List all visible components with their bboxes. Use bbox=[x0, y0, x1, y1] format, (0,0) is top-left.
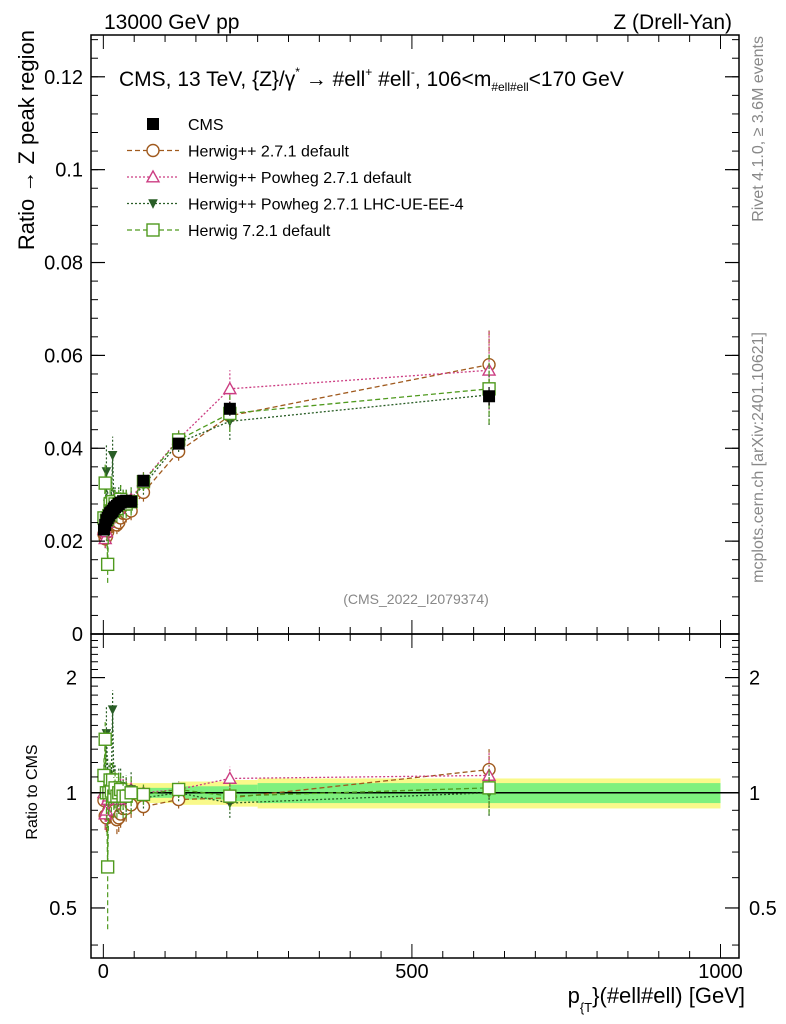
legend-item: Herwig++ Powheg 2.7.1 LHC-UE-EE-4 bbox=[127, 197, 464, 214]
data-point bbox=[172, 437, 185, 450]
y-tick-label: 0.1 bbox=[55, 160, 83, 182]
main-series-herwig-powheg-2-7-1-lhc-ue-ee-4 bbox=[99, 364, 494, 530]
ratio-y-tick-label: 2 bbox=[66, 668, 77, 690]
x-tick-label: 1000 bbox=[698, 961, 743, 983]
ratio-plot-frame bbox=[90, 633, 740, 959]
legend: CMS Herwig++ 2.7.1 default Herwig++ Powheg… bbox=[127, 117, 464, 240]
data-point bbox=[107, 705, 118, 715]
main-series-cms bbox=[97, 386, 496, 536]
y-tick-label: 0 bbox=[72, 624, 83, 646]
legend-marker bbox=[146, 143, 160, 158]
y-tick-label: 0.08 bbox=[44, 253, 83, 275]
legend-marker bbox=[146, 223, 160, 237]
series-line bbox=[103, 364, 490, 541]
data-point bbox=[107, 451, 118, 461]
data-point bbox=[98, 732, 112, 746]
legend-item: Herwig 7.2.1 default bbox=[127, 223, 331, 240]
ratio-series-herwig-7-2-1-default bbox=[97, 722, 496, 930]
data-point bbox=[100, 557, 115, 572]
x-tick-label: 500 bbox=[395, 961, 428, 983]
data-point bbox=[100, 860, 115, 874]
data-point bbox=[222, 771, 238, 784]
xlabel: p{T}(#ell#ell) [GeV] bbox=[568, 983, 745, 1015]
legend-marker bbox=[148, 199, 158, 209]
analysis-watermark: (CMS_2022_I2079374) bbox=[343, 591, 489, 607]
x-tick-label: 0 bbox=[98, 961, 109, 983]
ratio-y-tick-label-right: 2 bbox=[749, 668, 760, 690]
data-point bbox=[124, 786, 138, 800]
header-left: 13000 GeV pp bbox=[104, 11, 239, 34]
legend-item: CMS bbox=[147, 117, 224, 134]
main-series-herwig-powheg-2-7-1-default bbox=[96, 330, 497, 549]
main-ylabel: Ratio → Z peak region bbox=[14, 30, 39, 250]
ratio-series-group bbox=[96, 690, 497, 930]
data-point bbox=[171, 782, 186, 797]
y-tick-label: 0.06 bbox=[44, 345, 83, 367]
data-point bbox=[136, 787, 151, 802]
ratio-band-group bbox=[91, 778, 739, 809]
data-point bbox=[223, 789, 237, 803]
legend-label: CMS bbox=[188, 117, 224, 134]
data-point bbox=[137, 474, 150, 487]
legend-item: Herwig++ Powheg 2.7.1 default bbox=[127, 169, 412, 187]
main-series-herwig-2-7-1-default bbox=[97, 329, 496, 549]
y-tick-label: 0.02 bbox=[44, 531, 83, 553]
ratio-y-tick-label: 1 bbox=[66, 783, 77, 805]
ratio-axes: 0.5 0.5 1 1 2 2 0 500 1000 bbox=[49, 634, 777, 983]
mcplots-label: mcplots.cern.ch [arXiv:2401.10621] bbox=[750, 332, 767, 583]
ratio-y-tick-label-right: 1 bbox=[749, 783, 760, 805]
data-point bbox=[125, 495, 138, 508]
y-tick-label: 0.12 bbox=[44, 67, 83, 89]
legend-label: Herwig 7.2.1 default bbox=[188, 223, 331, 240]
legend-label: Herwig++ Powheg 2.7.1 LHC-UE-EE-4 bbox=[188, 197, 464, 214]
series-line bbox=[103, 394, 490, 521]
legend-item: Herwig++ 2.7.1 default bbox=[127, 144, 350, 161]
series-line bbox=[103, 369, 490, 539]
legend-label: Herwig++ 2.7.1 default bbox=[188, 144, 350, 161]
legend-marker bbox=[145, 169, 161, 183]
main-title: CMS, 13 TeV, {Z}/γ* → #ell+ #ell-, 106<m… bbox=[119, 65, 624, 94]
y-tick-label: 0.04 bbox=[44, 438, 83, 460]
main-series-group bbox=[96, 329, 497, 583]
legend-label: Herwig++ Powheg 2.7.1 default bbox=[188, 170, 412, 187]
data-point bbox=[98, 476, 112, 490]
data-point bbox=[222, 381, 238, 395]
main-axes: 0 0.02 0.04 0.06 0.08 0.1 0.12 bbox=[44, 35, 739, 646]
data-point bbox=[482, 781, 496, 795]
data-point bbox=[101, 467, 112, 477]
ratio-ylabel: Ratio to CMS bbox=[24, 744, 41, 839]
ratio-y-tick-label-right: 0.5 bbox=[749, 898, 777, 920]
header-right: Z (Drell-Yan) bbox=[613, 11, 732, 34]
legend-marker bbox=[147, 118, 159, 130]
ratio-y-tick-label: 0.5 bbox=[49, 898, 77, 920]
data-point bbox=[483, 390, 496, 403]
rivet-label: Rivet 4.1.0, ≥ 3.6M events bbox=[750, 36, 767, 222]
data-point bbox=[223, 402, 236, 415]
main-title-bg bbox=[112, 60, 718, 94]
